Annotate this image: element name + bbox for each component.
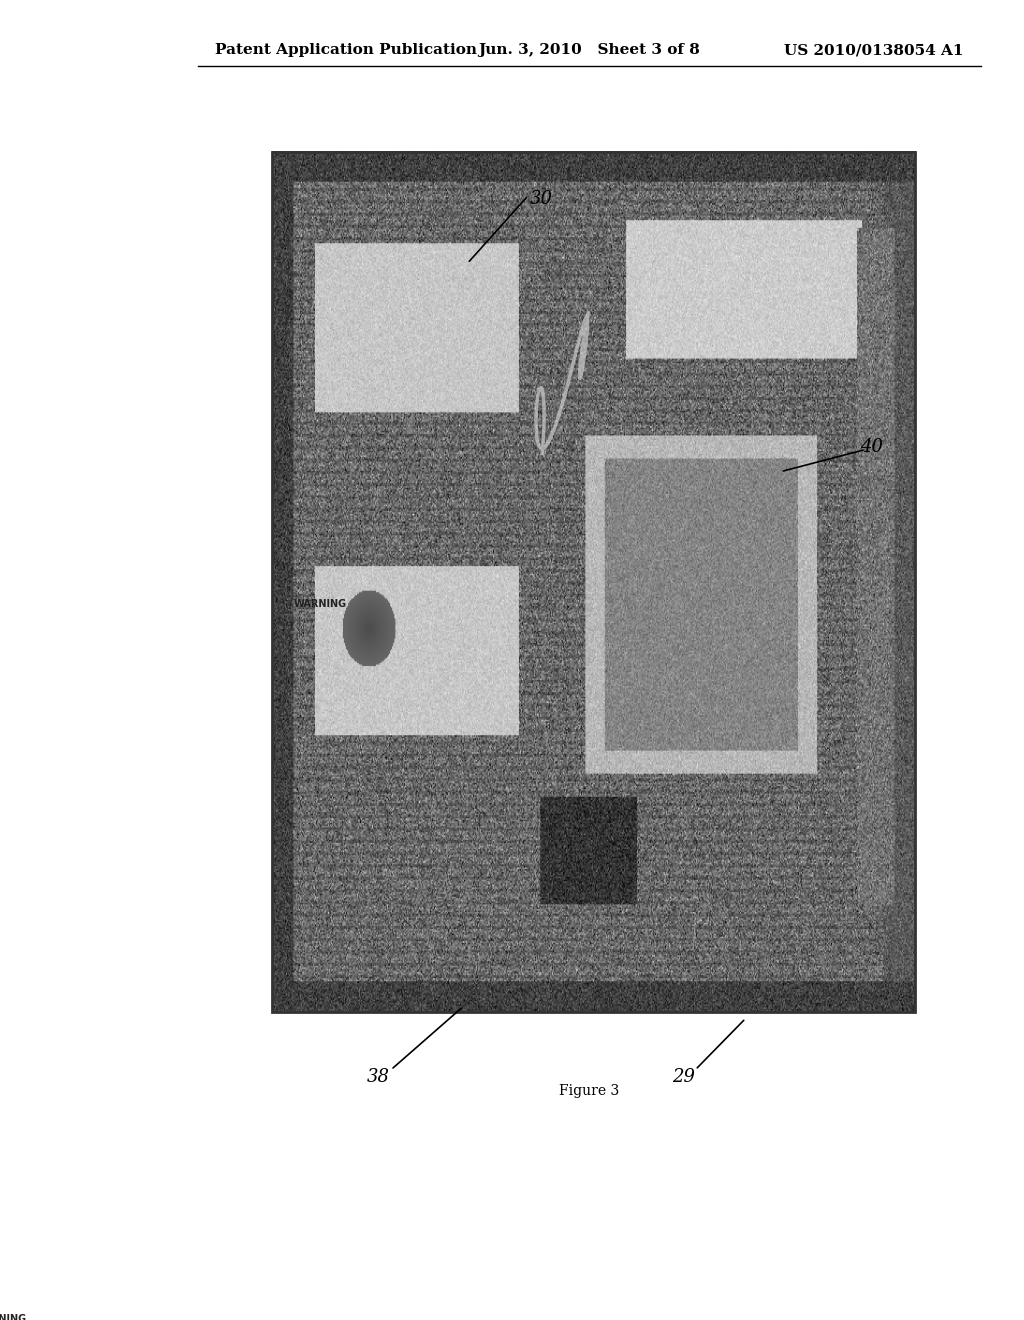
Text: WARNING: WARNING — [294, 599, 346, 609]
Text: Figure 3: Figure 3 — [559, 1084, 620, 1098]
Text: Jun. 3, 2010   Sheet 3 of 8: Jun. 3, 2010 Sheet 3 of 8 — [478, 44, 700, 57]
Text: WARNING: WARNING — [0, 1315, 27, 1320]
Text: 29: 29 — [672, 1068, 694, 1086]
Text: US 2010/0138054 A1: US 2010/0138054 A1 — [783, 44, 964, 57]
Text: Patent Application Publication: Patent Application Publication — [215, 44, 477, 57]
Bar — [271, 152, 915, 1012]
Text: 38: 38 — [368, 1068, 390, 1086]
Text: 30: 30 — [529, 190, 553, 209]
Text: 40: 40 — [860, 438, 884, 457]
